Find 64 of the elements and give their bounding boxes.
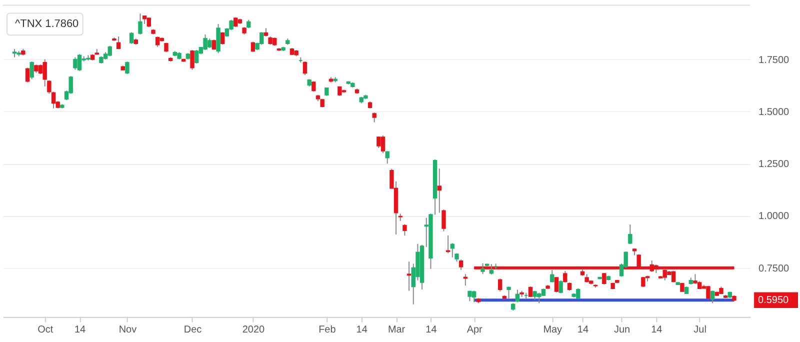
y-tick-label: 1.5000	[758, 107, 790, 118]
candlestick	[450, 242, 455, 258]
candlestick	[402, 224, 407, 236]
y-tick-label: 1.2500	[758, 159, 790, 170]
candlestick	[628, 224, 632, 245]
candlestick	[550, 269, 554, 283]
y-tick-label: 1.0000	[758, 211, 790, 222]
candlestick	[155, 36, 160, 48]
x-tick-label: Oct	[38, 324, 54, 336]
x-tick-label: 2020	[242, 324, 265, 336]
candlestick	[164, 42, 168, 53]
candlestick	[125, 60, 130, 74]
candlestick	[25, 67, 30, 83]
candlestick	[515, 289, 520, 303]
x-tick-label: Mar	[388, 324, 406, 336]
candlestick	[498, 278, 502, 292]
candlestick	[250, 41, 256, 53]
candlestick	[602, 272, 606, 286]
candlestick	[463, 274, 468, 286]
candlestick	[129, 32, 134, 44]
candlestick	[446, 235, 450, 254]
candlestick	[372, 112, 376, 123]
candlestick	[710, 290, 715, 304]
x-tick-label: Nov	[118, 324, 137, 336]
candlestick	[77, 54, 82, 72]
candlestick	[641, 276, 646, 288]
candlestick	[190, 50, 194, 70]
candlestick	[506, 286, 511, 300]
candlestick	[194, 50, 199, 64]
y-tick-label: 1.7500	[758, 54, 790, 66]
x-tick-label: 14	[651, 324, 663, 336]
candlestick	[406, 261, 412, 292]
candlestick	[380, 134, 386, 154]
x-tick-label: Jun	[614, 324, 630, 336]
candlestick	[376, 136, 381, 148]
annotation: ^TNX 1.7860	[14, 18, 79, 30]
x-tick-label: May	[543, 324, 562, 336]
x-tick-label: 14	[356, 324, 368, 336]
candlestick	[302, 60, 308, 76]
x-tick-label: Jul	[694, 324, 706, 336]
y-tick-label: 0.7500	[758, 263, 790, 274]
candlestick	[554, 276, 559, 293]
candlestick	[220, 32, 225, 46]
candlestick	[212, 39, 216, 50]
candlestick	[116, 36, 121, 50]
x-tick-label: 14	[426, 324, 438, 336]
x-tick-label: Dec	[184, 324, 202, 336]
candlestick	[216, 23, 220, 54]
x-tick-label: 14	[74, 324, 86, 336]
candlestick	[472, 290, 476, 303]
candlestick	[30, 60, 34, 80]
candlestick	[385, 150, 390, 164]
x-tick-label: Apr	[466, 324, 484, 336]
candlestick	[489, 264, 494, 275]
text: 0.5950	[758, 295, 789, 306]
candlestick	[138, 13, 142, 35]
candlestick	[108, 45, 112, 57]
x-tick-label: 14	[577, 324, 589, 336]
x-tick-label: Feb	[318, 324, 336, 336]
candlestick	[73, 56, 78, 70]
candlestick	[458, 258, 464, 270]
candlestick	[480, 262, 485, 275]
candlestick	[146, 17, 151, 28]
candlestick	[203, 34, 208, 51]
